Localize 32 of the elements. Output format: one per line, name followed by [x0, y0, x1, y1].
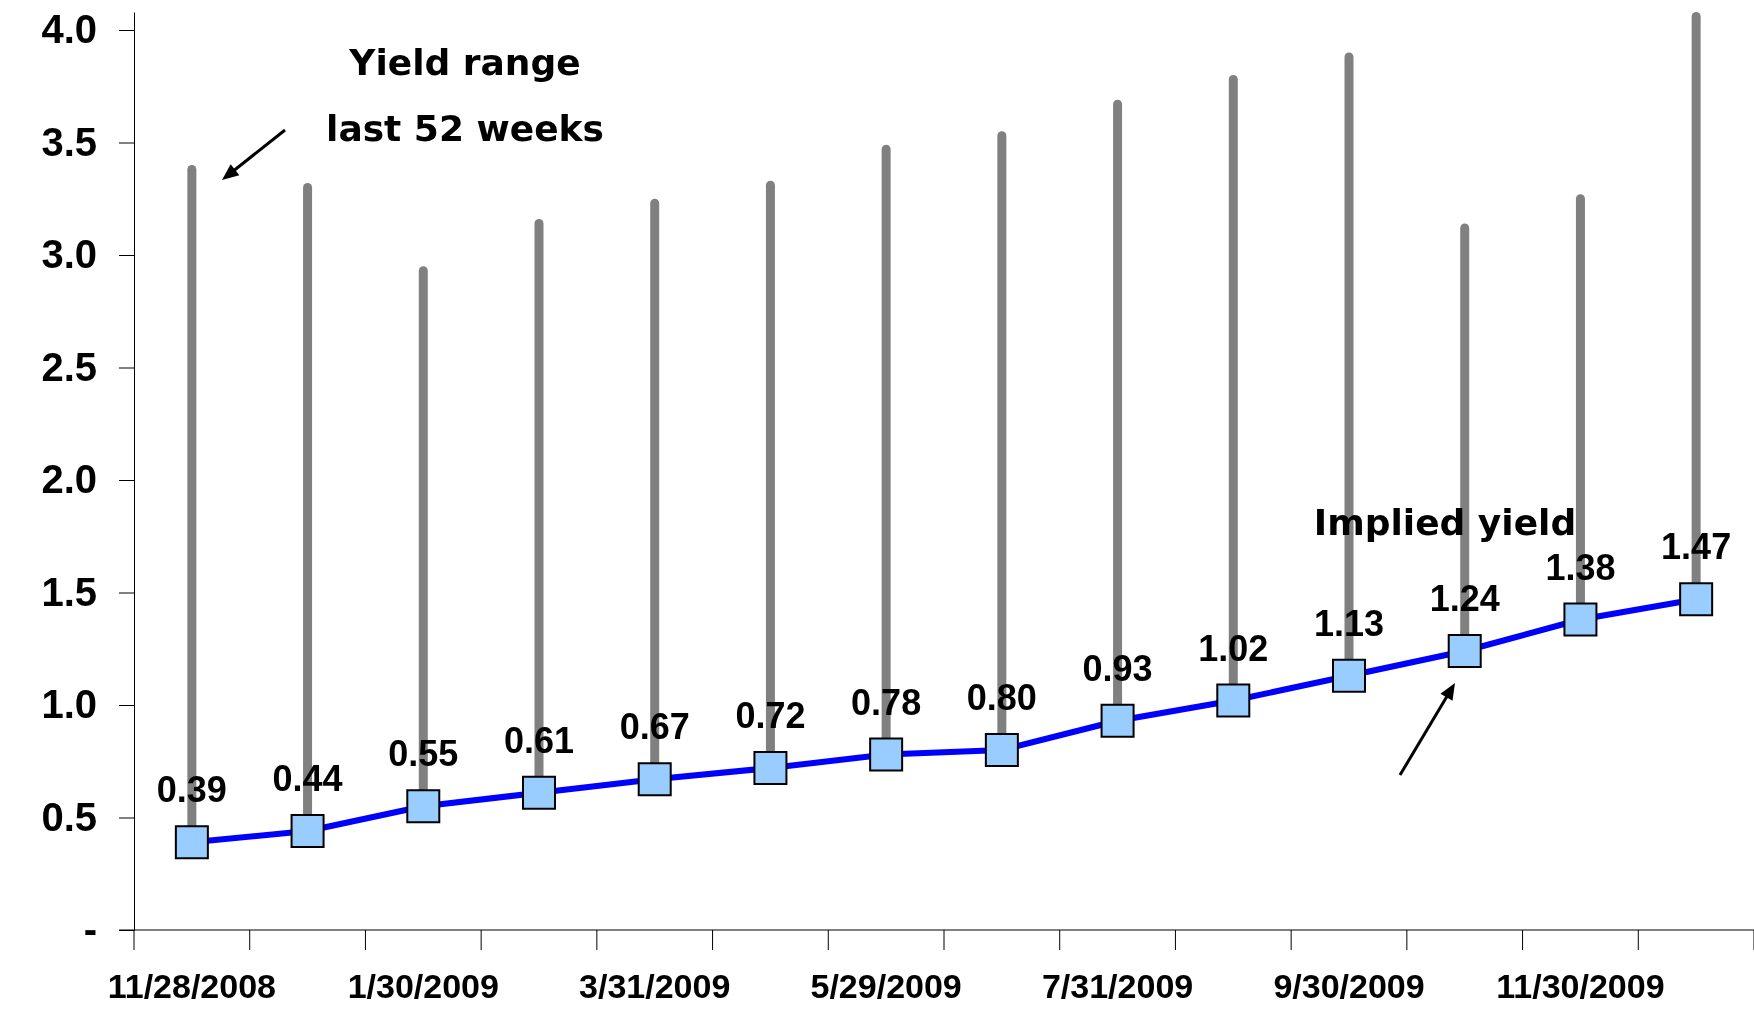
y-tick-label: -	[83, 907, 97, 952]
y-tick-label: 3.5	[41, 119, 97, 164]
x-tick-label: 9/30/2009	[1273, 967, 1425, 1005]
data-label: 0.44	[272, 758, 343, 799]
data-label: 0.61	[503, 719, 575, 761]
data-label: 0.39	[156, 769, 227, 811]
data-label: 1.13	[1313, 602, 1385, 644]
data-label: 0.78	[851, 681, 922, 723]
y-tick-label: 2.5	[41, 344, 97, 389]
annotation: Implied yield	[1313, 502, 1577, 543]
y-tick-label: 1.5	[41, 569, 97, 614]
x-tick-label: 11/28/2008	[107, 967, 277, 1005]
data-label: 0.80	[966, 677, 1037, 718]
annotation: Yield range last 52 weeks	[326, 42, 604, 149]
x-tick-label: 3/31/2009	[579, 967, 731, 1005]
data-label: 0.72	[735, 695, 806, 736]
data-label: 1.24	[1429, 578, 1500, 619]
y-tick-label: 2.0	[41, 457, 97, 502]
y-tick-label: 1.0	[41, 682, 97, 727]
y-tick-label: 0.5	[41, 794, 97, 839]
x-tick-label: 1/30/2009	[347, 967, 499, 1005]
x-tick-label: 11/30/2009	[1496, 967, 1665, 1005]
data-label: 1.38	[1545, 546, 1616, 588]
data-label: 1.02	[1198, 627, 1269, 669]
y-tick-label: 4.0	[41, 7, 97, 52]
data-label: 1.47	[1661, 526, 1732, 568]
x-tick-label: 5/29/2009	[810, 967, 962, 1005]
x-tick-label: 7/31/2009	[1041, 967, 1194, 1005]
data-label: 0.55	[388, 733, 459, 775]
data-label: 0.67	[619, 706, 690, 748]
data-label: 0.93	[1082, 647, 1153, 689]
y-tick-label: 3.0	[41, 232, 97, 277]
